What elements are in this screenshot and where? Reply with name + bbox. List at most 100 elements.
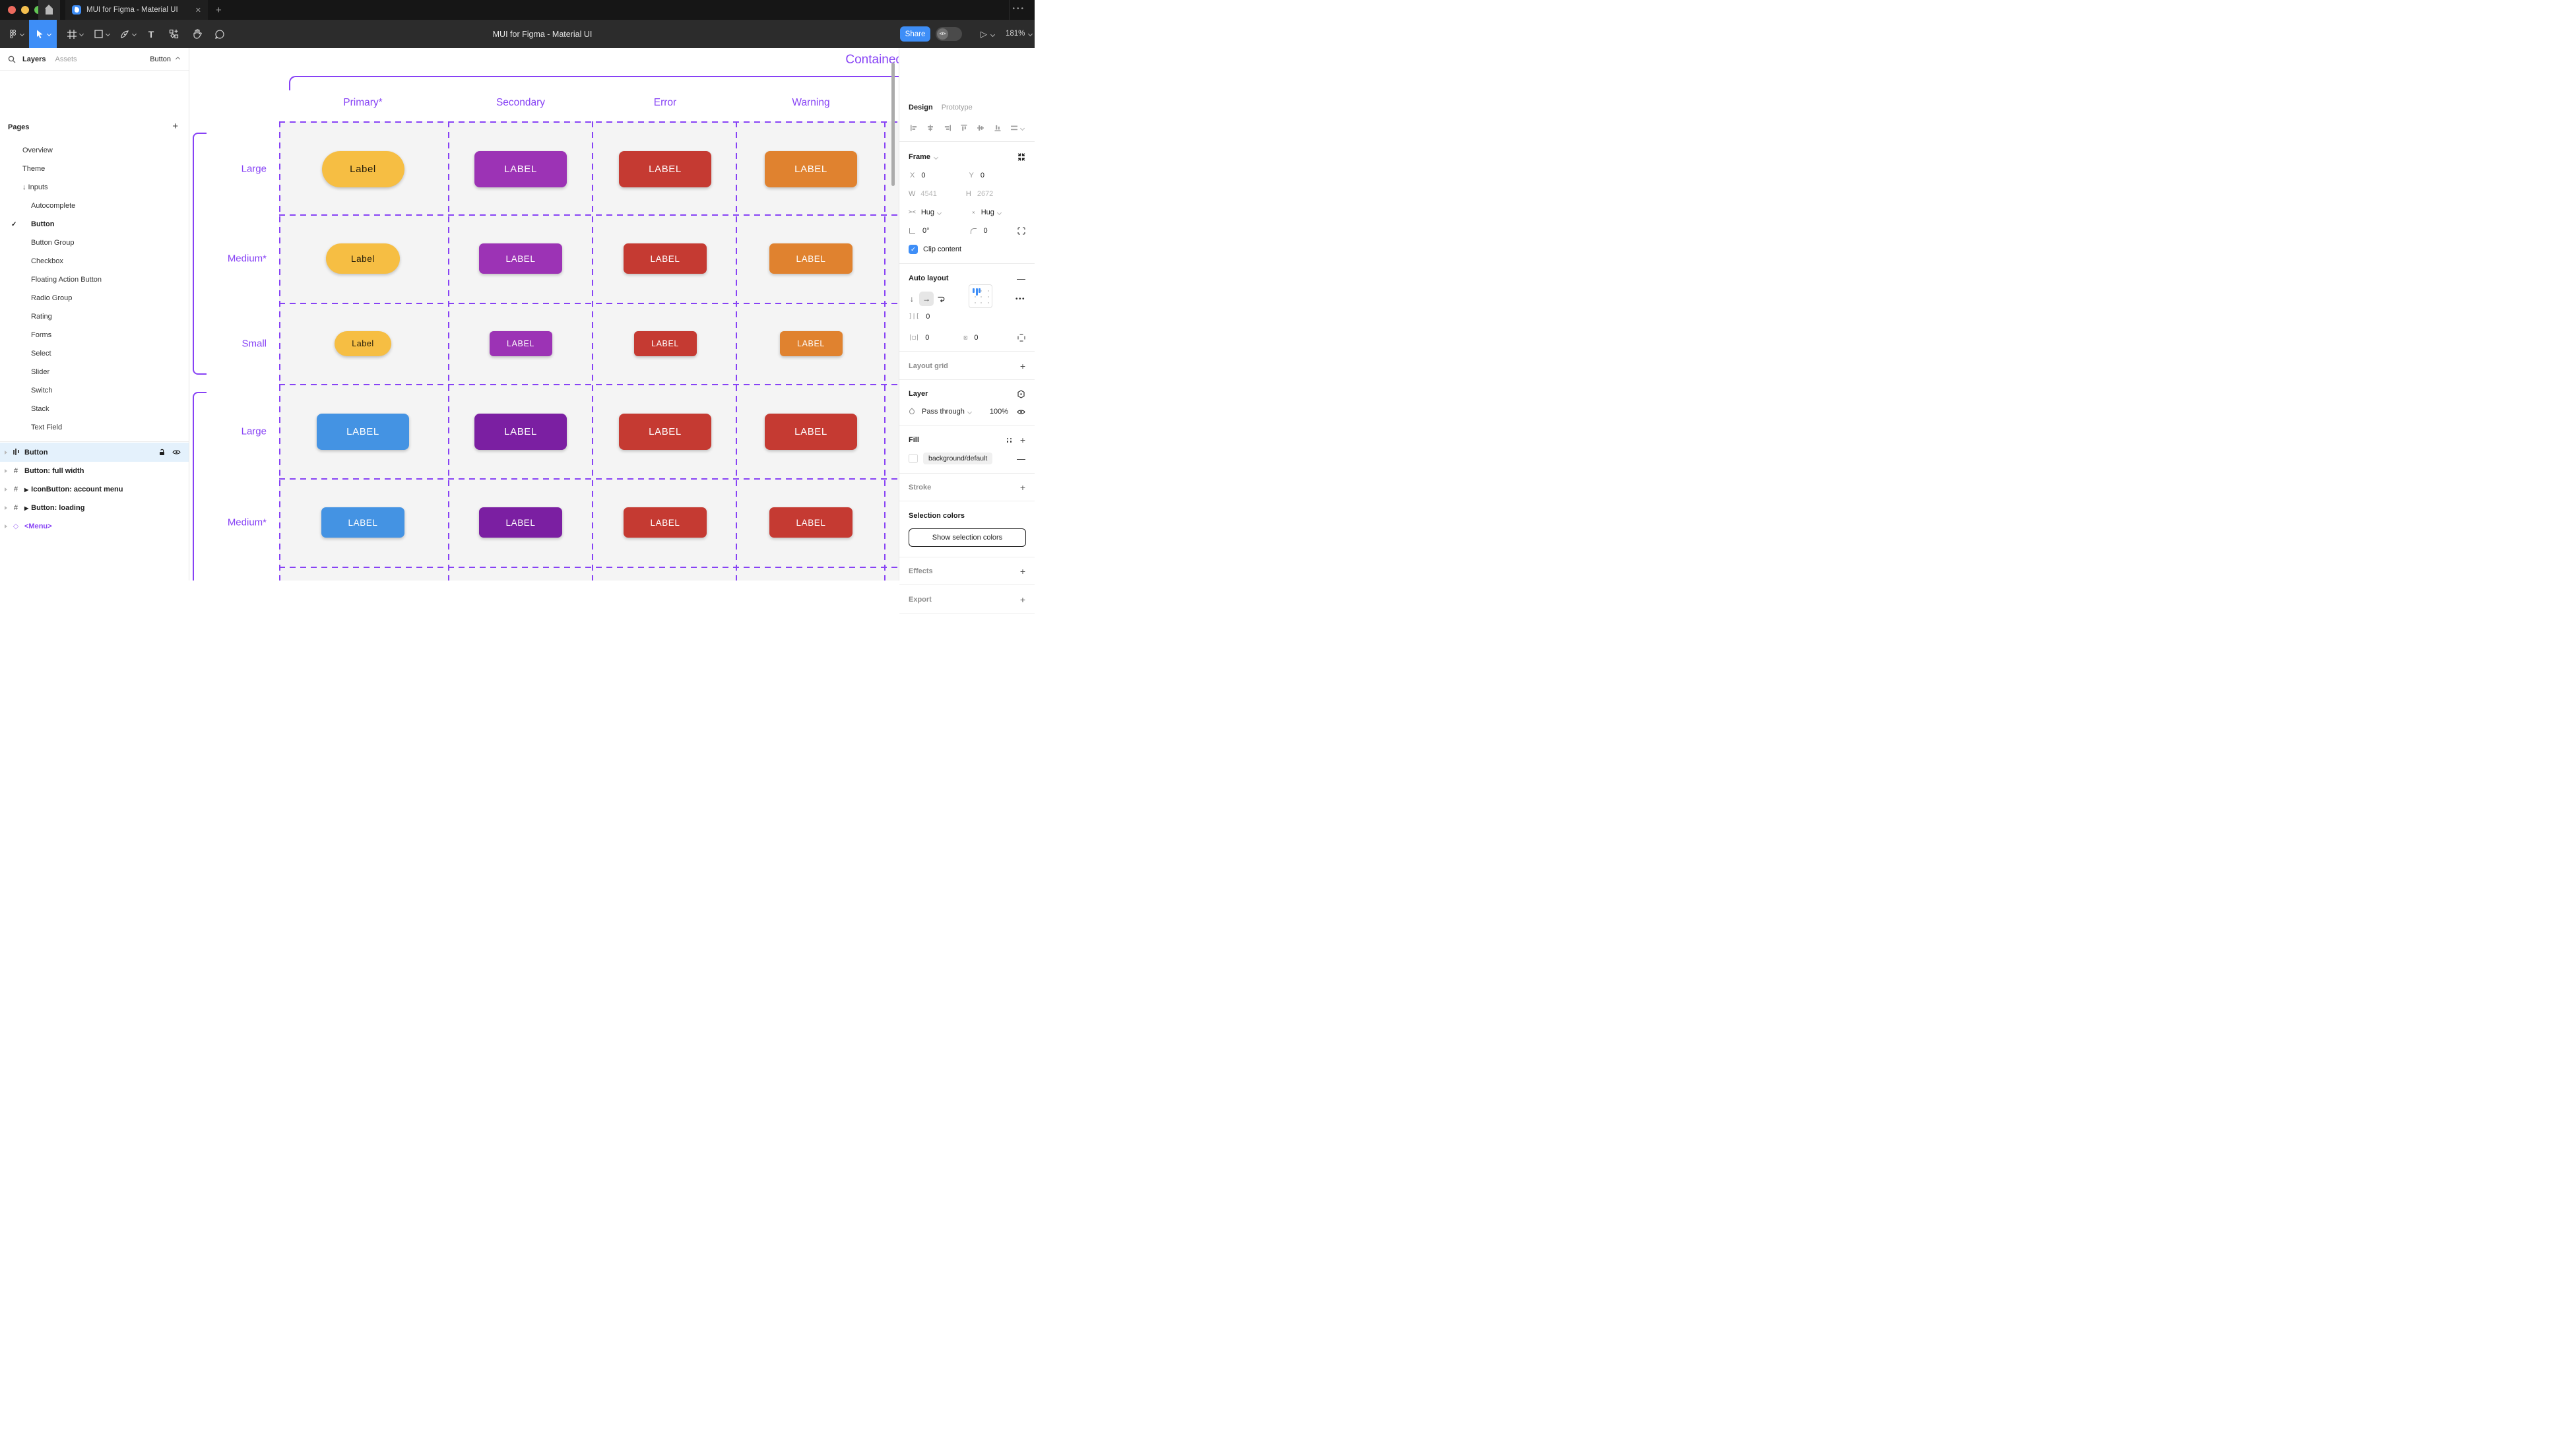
canvas-frame-title[interactable]: Contained: [845, 53, 899, 67]
tab-assets[interactable]: Assets: [55, 55, 77, 63]
pen-tool-button[interactable]: [116, 20, 140, 48]
page-item[interactable]: Text Field: [0, 418, 189, 437]
hug-vertical-value[interactable]: Hug: [981, 208, 994, 216]
tab-prototype[interactable]: Prototype: [941, 104, 973, 111]
clip-content-checkbox[interactable]: ✓: [909, 245, 918, 254]
canvas-scrollbar[interactable]: [891, 63, 895, 186]
page-item[interactable]: Overview: [0, 141, 189, 160]
text-tool-button[interactable]: T: [143, 20, 160, 48]
file-tab[interactable]: MUI for Figma - Material UI ✕: [65, 0, 208, 20]
canvas-button[interactable]: LABEL: [479, 507, 562, 538]
auto-layout-more-icon[interactable]: •••: [1015, 295, 1025, 303]
canvas-button[interactable]: LABEL: [765, 150, 857, 187]
fill-styles-icon[interactable]: [1006, 437, 1012, 443]
expand-caret-icon[interactable]: [5, 487, 7, 491]
fill-color-swatch[interactable]: [909, 454, 918, 463]
apply-variable-icon[interactable]: [1017, 389, 1025, 398]
page-item[interactable]: ✓ Button: [0, 215, 189, 234]
minimize-window-button[interactable]: [21, 6, 29, 14]
present-button[interactable]: ▷: [981, 29, 996, 40]
page-item[interactable]: Stack: [0, 400, 189, 418]
align-h-center-icon[interactable]: [926, 124, 934, 132]
comment-tool-button[interactable]: [210, 20, 230, 48]
align-left-icon[interactable]: [910, 124, 918, 132]
align-right-icon[interactable]: [944, 124, 951, 132]
w-value[interactable]: 4541: [920, 190, 937, 198]
page-item[interactable]: ↓ Inputs: [0, 178, 189, 197]
share-button[interactable]: Share: [900, 26, 930, 42]
layer-opacity-value[interactable]: 100%: [989, 408, 1008, 416]
remove-auto-layout-button[interactable]: —: [1017, 273, 1025, 284]
tab-layers[interactable]: Layers: [22, 55, 46, 63]
expand-caret-icon[interactable]: [5, 505, 7, 510]
visibility-icon[interactable]: [172, 449, 181, 455]
rotation-value[interactable]: 0°: [922, 227, 930, 235]
align-top-icon[interactable]: [960, 124, 968, 132]
canvas-button[interactable]: Label: [335, 331, 391, 356]
canvas-button[interactable]: LABEL: [489, 331, 552, 356]
padding-horizontal-value[interactable]: 0: [925, 334, 930, 342]
y-value[interactable]: 0: [980, 172, 984, 179]
home-tab-button[interactable]: [38, 0, 60, 20]
layer-row[interactable]: Button: [0, 443, 189, 462]
main-menu-button[interactable]: [5, 20, 26, 48]
page-item[interactable]: Floating Action Button: [0, 270, 189, 289]
layer-row[interactable]: ◇ <Menu>: [0, 517, 189, 536]
layer-row[interactable]: # ▶ Button: loading: [0, 498, 189, 517]
canvas-button[interactable]: LABEL: [769, 507, 853, 538]
canvas-button[interactable]: LABEL: [474, 150, 567, 187]
gap-value[interactable]: 0: [926, 313, 930, 321]
add-page-button[interactable]: +: [172, 121, 178, 132]
add-layout-grid-button[interactable]: +: [1019, 361, 1025, 371]
search-icon[interactable]: [8, 55, 16, 63]
alignment-grid-widget[interactable]: [969, 284, 992, 308]
canvas-button[interactable]: LABEL: [633, 331, 697, 356]
page-item[interactable]: Forms: [0, 326, 189, 344]
blend-mode-value[interactable]: Pass through: [922, 408, 965, 416]
page-item[interactable]: Checkbox: [0, 252, 189, 270]
add-export-button[interactable]: +: [1019, 594, 1025, 605]
auto-layout-wrap-icon[interactable]: [934, 292, 948, 306]
individual-padding-icon[interactable]: [1017, 334, 1025, 342]
auto-layout-vertical-icon[interactable]: ↓: [910, 294, 914, 303]
h-value[interactable]: 2672: [977, 190, 994, 198]
layer-row[interactable]: # ▶ IconButton: account menu: [0, 480, 189, 499]
add-stroke-button[interactable]: +: [1019, 482, 1025, 493]
frame-section-title[interactable]: Frame: [909, 153, 931, 161]
expand-caret-icon[interactable]: [5, 468, 7, 473]
canvas-button[interactable]: LABEL: [479, 243, 562, 274]
canvas-button[interactable]: LABEL: [769, 243, 853, 274]
canvas-button[interactable]: LABEL: [321, 507, 404, 538]
page-item[interactable]: Button Group: [0, 234, 189, 252]
independent-corners-icon[interactable]: [1017, 227, 1025, 235]
distribute-menu[interactable]: [1010, 124, 1025, 132]
canvas-button[interactable]: LABEL: [619, 150, 711, 187]
remove-fill-button[interactable]: —: [1017, 453, 1025, 464]
fill-token[interactable]: background/default: [923, 453, 993, 464]
canvas[interactable]: Contained Primary* Secondary Error Warning …: [189, 48, 899, 581]
page-item[interactable]: Slider: [0, 363, 189, 381]
collapse-panel-icon[interactable]: [1017, 153, 1025, 161]
show-selection-colors-button[interactable]: Show selection colors: [909, 528, 1026, 547]
hug-horizontal-value[interactable]: Hug: [920, 208, 935, 216]
expand-caret-icon[interactable]: [5, 450, 7, 455]
canvas-button[interactable]: LABEL: [619, 413, 711, 450]
auto-layout-horizontal-icon[interactable]: →: [919, 292, 934, 306]
canvas-button[interactable]: LABEL: [779, 331, 843, 356]
move-tool-button[interactable]: [29, 20, 57, 48]
unlock-icon[interactable]: [158, 449, 166, 456]
expand-caret-icon[interactable]: [5, 524, 7, 528]
align-v-center-icon[interactable]: [977, 124, 984, 132]
page-item[interactable]: Switch: [0, 381, 189, 400]
canvas-button[interactable]: LABEL: [474, 413, 567, 450]
padding-vertical-value[interactable]: 0: [974, 334, 979, 342]
hand-tool-button[interactable]: [187, 20, 207, 48]
canvas-button[interactable]: LABEL: [765, 413, 857, 450]
canvas-button[interactable]: LABEL: [624, 507, 707, 538]
canvas-button[interactable]: LABEL: [624, 243, 707, 274]
shape-tool-button[interactable]: [90, 20, 113, 48]
canvas-button[interactable]: Label: [326, 243, 400, 274]
new-tab-button[interactable]: +: [216, 5, 222, 16]
window-menu-icon[interactable]: •••: [1012, 5, 1025, 13]
zoom-menu[interactable]: 181%: [1006, 30, 1033, 38]
